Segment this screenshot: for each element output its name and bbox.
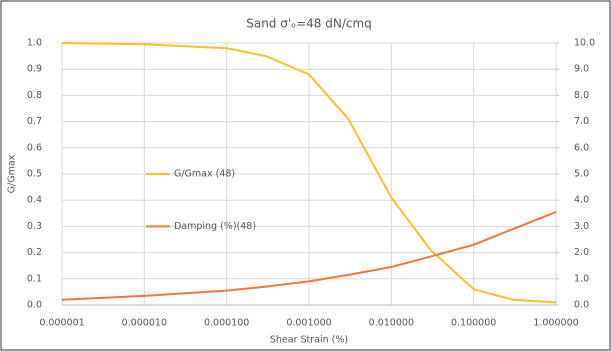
y-axis-title: G/Gmax (7, 154, 18, 193)
y2-tick-label: 8.0 (574, 90, 589, 101)
y2-tick-label: 6.0 (574, 142, 589, 153)
x-tick-label: 0.000001 (39, 318, 84, 329)
y-tick-label: 0.4 (27, 195, 42, 206)
y-tick-label: 0.0 (27, 300, 42, 311)
y2-tick-label: 10.0 (574, 38, 595, 49)
x-tick-label: 0.000010 (122, 318, 167, 329)
y-tick-label: 0.6 (27, 142, 42, 153)
y-tick-label: 0.8 (27, 90, 42, 101)
x-tick-label: 0.010000 (369, 318, 414, 329)
y2-tick-label: 1.0 (574, 273, 589, 284)
y2-tick-label: 2.0 (574, 247, 589, 258)
x-tick-label: 0.001000 (286, 318, 331, 329)
legend-label: G/Gmax (48) (174, 169, 235, 180)
y-tick-label: 0.5 (27, 169, 42, 180)
y2-tick-label: 9.0 (574, 64, 589, 75)
y-tick-label: 0.7 (27, 116, 42, 127)
x-tick-label: 1.000000 (533, 318, 578, 329)
legend-label: Damping (%)(48) (174, 221, 256, 232)
y2-tick-label: 5.0 (574, 169, 589, 180)
x-axis-title: Shear Strain (%) (270, 335, 348, 346)
series-line (61, 42, 557, 304)
y2-tick-label: 3.0 (574, 221, 589, 232)
series-line (61, 211, 557, 301)
y2-tick-label: 0.0 (574, 300, 589, 311)
x-tick-label: 0.100000 (451, 318, 496, 329)
y-tick-label: 0.9 (27, 64, 42, 75)
chart-title: Sand σ'ₒ=48 dN/cmq (246, 17, 372, 31)
y-tick-label: 0.2 (27, 247, 42, 258)
y2-tick-label: 7.0 (574, 116, 589, 127)
x-tick-label: 0.000100 (204, 318, 249, 329)
y2-tick-label: 4.0 (574, 195, 589, 206)
y-tick-label: 0.1 (27, 273, 42, 284)
y-tick-label: 0.3 (27, 221, 42, 232)
y-tick-label: 1.0 (27, 38, 42, 49)
